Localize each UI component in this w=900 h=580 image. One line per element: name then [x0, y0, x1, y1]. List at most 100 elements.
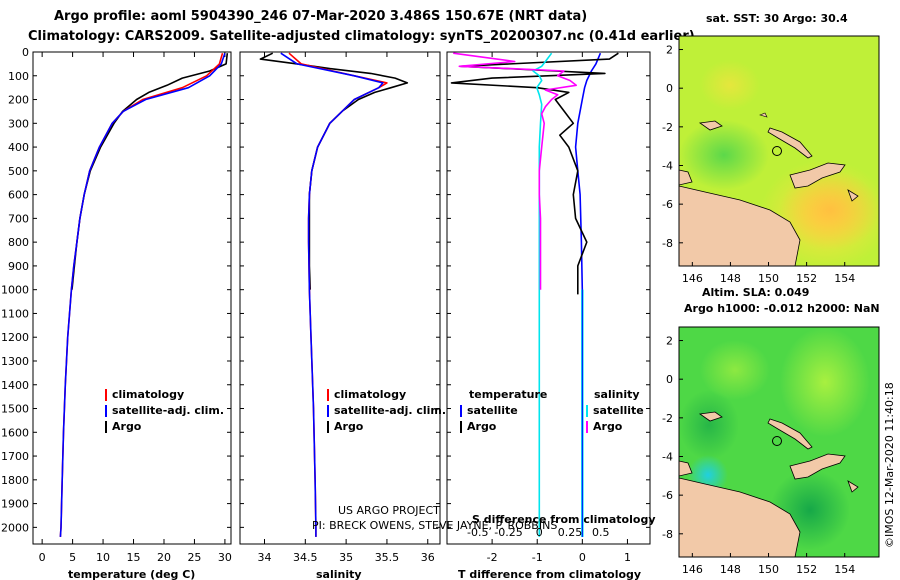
temperature-line-climatology — [59, 52, 224, 537]
salinity-legend: climatology satellite-adj. clim. Argo — [327, 388, 446, 433]
depth-tick-label: 1900 — [1, 498, 29, 511]
map-lon-label: 150 — [758, 272, 779, 285]
s-diff-line-s-satellite — [532, 52, 553, 537]
legend-label-t-satellite: satellite — [467, 404, 518, 417]
t-difference-axis-label: T difference from climatology — [458, 568, 641, 580]
map-lat-label: -2 — [662, 121, 673, 134]
islet — [847, 480, 859, 493]
difference-tick-label: 1 — [624, 551, 631, 564]
map-lon-label: 146 — [682, 563, 703, 576]
depth-tick-label: 1400 — [1, 379, 29, 392]
salinity-tick-label: 35 — [339, 551, 353, 564]
temperature-line-satellite-adj-clim- — [59, 52, 226, 537]
difference-series — [450, 52, 619, 537]
s-difference-ticks: -0.5 -0.25 0 0.25 0.5 — [467, 526, 610, 539]
s-difference-tick-label: -0.25 — [494, 526, 522, 539]
s-difference-tick-label: 0.25 — [558, 526, 583, 539]
map-lat-label: -6 — [662, 198, 673, 211]
depth-tick-label: 1600 — [1, 426, 29, 439]
depth-axis: 0 100 200 300 400 500 600 700 800 900 1000 1100 1200… — [1, 46, 650, 534]
depth-tick-label: 2000 — [1, 521, 29, 534]
t-diff-line-t-satellite — [574, 52, 602, 537]
map-lon-label: 148 — [720, 272, 741, 285]
temperature-x-axis: 0 5 10 15 20 25 30 — [39, 52, 232, 564]
legend-label-argo: Argo — [334, 420, 364, 433]
depth-tick-label: 500 — [8, 165, 29, 178]
map-lat-label: 0 — [666, 82, 673, 95]
temperature-tick-label: 5 — [69, 551, 76, 564]
coast-fragment — [679, 460, 693, 477]
legend-label-clim: climatology — [334, 388, 406, 401]
climatology-subtitle: Climatology: CARS2009. Satellite-adjuste… — [28, 29, 695, 44]
sla-light-patch — [780, 327, 870, 437]
map-lat-label: -4 — [662, 450, 673, 463]
sla-float-marker — [772, 436, 782, 446]
temperature-tick-label: 20 — [157, 551, 171, 564]
imos-watermark: ©IMOS 12-Mar-2020 11:40:18 — [883, 382, 896, 548]
depth-tick-label: 200 — [8, 94, 29, 107]
project-credit: US ARGO PROJECT — [338, 504, 440, 517]
temperature-tick-label: 25 — [187, 551, 201, 564]
map-lat-label: 2 — [666, 44, 673, 57]
salinity-tick-label: 35.5 — [375, 551, 400, 564]
difference-legend: temperature salinity satellite Argo sate… — [460, 388, 644, 433]
depth-tick-label: 1500 — [1, 403, 29, 416]
difference-tick-label: 0 — [579, 551, 586, 564]
map-lon-label: 154 — [834, 563, 855, 576]
depth-tick-label: 800 — [8, 236, 29, 249]
legend-title-salinity: salinity — [594, 388, 640, 401]
difference-tick-label: -1 — [532, 551, 543, 564]
depth-tick-label: 0 — [22, 46, 29, 59]
s-difference-axis-label: S difference from climatology — [472, 513, 656, 526]
salinity-line-climatology — [288, 52, 388, 537]
legend-label-s-argo: Argo — [593, 420, 623, 433]
depth-tick-label: 1300 — [1, 355, 29, 368]
sla-map-axes: 146 148 150 152 154 2 0 -2 -4 -6 -8 — [662, 335, 855, 576]
map-lat-label: -8 — [662, 528, 673, 541]
depth-tick-label: 300 — [8, 117, 29, 130]
legend-label-clim: climatology — [112, 388, 184, 401]
sla-dark-patch — [679, 390, 739, 460]
salinity-tick-label: 36 — [421, 551, 435, 564]
sst-cool-patch — [679, 120, 769, 190]
temperature-legend: climatology satellite-adj. clim. Argo — [105, 388, 224, 433]
new-britain-land — [789, 162, 846, 189]
manus-land — [698, 411, 723, 422]
map-lon-label: 152 — [796, 272, 817, 285]
difference-tick-label: -2 — [487, 551, 498, 564]
depth-tick-label: 1700 — [1, 450, 29, 463]
depth-tick-label: 900 — [8, 260, 29, 273]
map-lat-label: 0 — [666, 373, 673, 386]
salinity-axis-label: salinity — [316, 568, 362, 580]
t-diff-line-t-argo — [450, 52, 619, 295]
temperature-tick-label: 15 — [127, 551, 141, 564]
sla-land — [679, 411, 859, 557]
salinity-line-argo — [259, 52, 409, 290]
islet — [759, 112, 768, 118]
figure-title: Argo profile: aoml 5904390_246 07-Mar-20… — [54, 9, 587, 24]
new-guinea-land — [679, 477, 801, 557]
depth-tick-label: 100 — [8, 70, 29, 83]
legend-label-s-satellite: satellite — [593, 404, 644, 417]
sla-map — [679, 327, 879, 557]
depth-tick-label: 1800 — [1, 474, 29, 487]
sst-map-frame — [678, 35, 880, 267]
sst-float-marker — [772, 146, 782, 156]
map-lat-label: -4 — [662, 159, 673, 172]
map-lat-label: -8 — [662, 237, 673, 250]
new-ireland-land — [767, 127, 813, 159]
depth-tick-label: 1000 — [1, 284, 29, 297]
legend-label-t-argo: Argo — [467, 420, 497, 433]
temperature-line-argo — [71, 53, 229, 290]
map-lon-label: 150 — [758, 563, 779, 576]
s-difference-tick-label: -0.5 — [467, 526, 488, 539]
salinity-line-satellite-adj-clim- — [280, 52, 384, 537]
map-lon-label: 148 — [720, 563, 741, 576]
depth-tick-label: 1100 — [1, 307, 29, 320]
difference-x-axis: -2 -1 0 1 — [487, 52, 631, 564]
islet — [847, 189, 859, 202]
depth-tick-label: 1200 — [1, 331, 29, 344]
new-ireland-land — [767, 418, 813, 450]
legend-title-temperature: temperature — [469, 388, 547, 401]
